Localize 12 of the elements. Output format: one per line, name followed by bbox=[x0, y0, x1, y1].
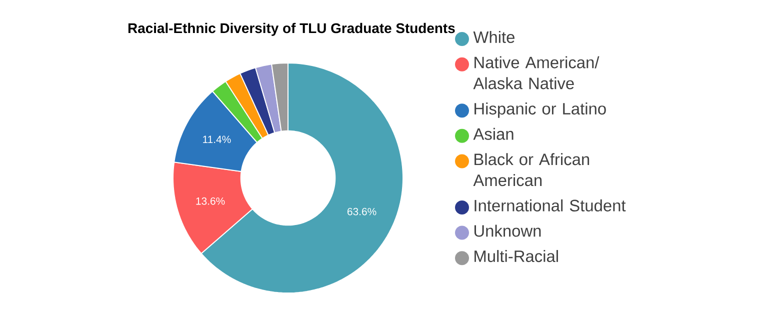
legend-label: Hispanic or Latino bbox=[474, 102, 606, 118]
legend-label: Native American/ Alaska Native bbox=[473, 56, 600, 90]
data-label: 63.6% bbox=[347, 208, 376, 216]
legend-label: Asian bbox=[473, 128, 514, 140]
legend-label: Black or African American bbox=[473, 153, 590, 186]
chart-title: Racial-Ethnic Diversity of TLU Graduate Students bbox=[128, 22, 455, 36]
legend-label: Multi-Racial bbox=[474, 250, 558, 262]
legend-label: Unknown bbox=[474, 224, 541, 237]
legend-label: International Student bbox=[474, 199, 626, 212]
data-label: 13.6% bbox=[196, 197, 225, 205]
legend-label: White bbox=[473, 30, 514, 43]
data-label: 11.4% bbox=[203, 136, 231, 144]
